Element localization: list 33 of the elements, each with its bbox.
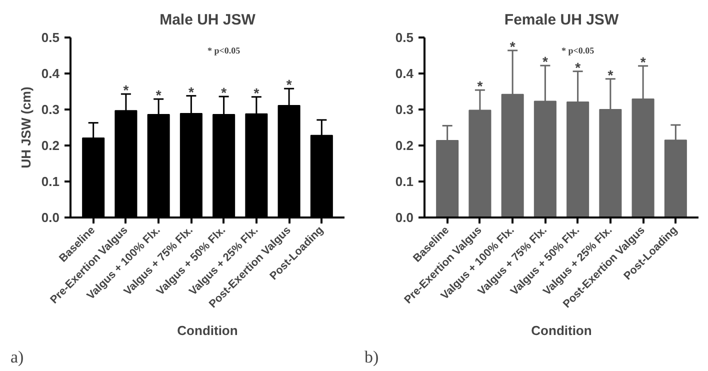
annotation: * xyxy=(608,66,614,83)
annotation: * xyxy=(477,78,484,94)
annotation: * p<0.05 xyxy=(561,46,595,56)
annotation: * xyxy=(640,54,646,70)
annotation: * xyxy=(254,84,260,101)
y-tick-label: 0.5 xyxy=(395,30,414,45)
annotation: * xyxy=(221,84,228,101)
annotation: * xyxy=(510,38,516,54)
chart-title: Female UH JSW xyxy=(504,12,620,28)
y-tick-label: 0.1 xyxy=(395,174,414,189)
annotation: * xyxy=(188,84,194,100)
x-axis-title: Condition xyxy=(531,322,592,338)
annotation: * xyxy=(575,59,582,76)
y-tick-label: 0.3 xyxy=(395,102,414,117)
y-tick-label: 0.0 xyxy=(41,210,60,225)
annotation: * xyxy=(542,54,548,70)
annotation: * xyxy=(123,82,130,98)
y-tick-label: 0.4 xyxy=(41,66,60,81)
y-tick-label: 0.0 xyxy=(395,210,414,225)
y-tick-label: 0.3 xyxy=(41,102,60,117)
text: b) xyxy=(364,348,379,366)
y-axis-title: UH JSW (cm) xyxy=(18,86,34,168)
annotation: * xyxy=(156,87,162,104)
y-tick-label: 0.2 xyxy=(395,138,414,153)
x-axis-title: Condition xyxy=(177,322,238,338)
y-tick-label: 0.4 xyxy=(395,66,414,81)
text: a) xyxy=(10,348,24,366)
y-tick-label: 0.5 xyxy=(41,30,60,45)
y-tick-label: 0.1 xyxy=(41,174,60,189)
annotation: * p<0.05 xyxy=(207,46,241,56)
y-tick-label: 0.2 xyxy=(41,138,60,153)
chart-title: Male UH JSW xyxy=(160,12,256,28)
annotation: * xyxy=(286,76,292,93)
